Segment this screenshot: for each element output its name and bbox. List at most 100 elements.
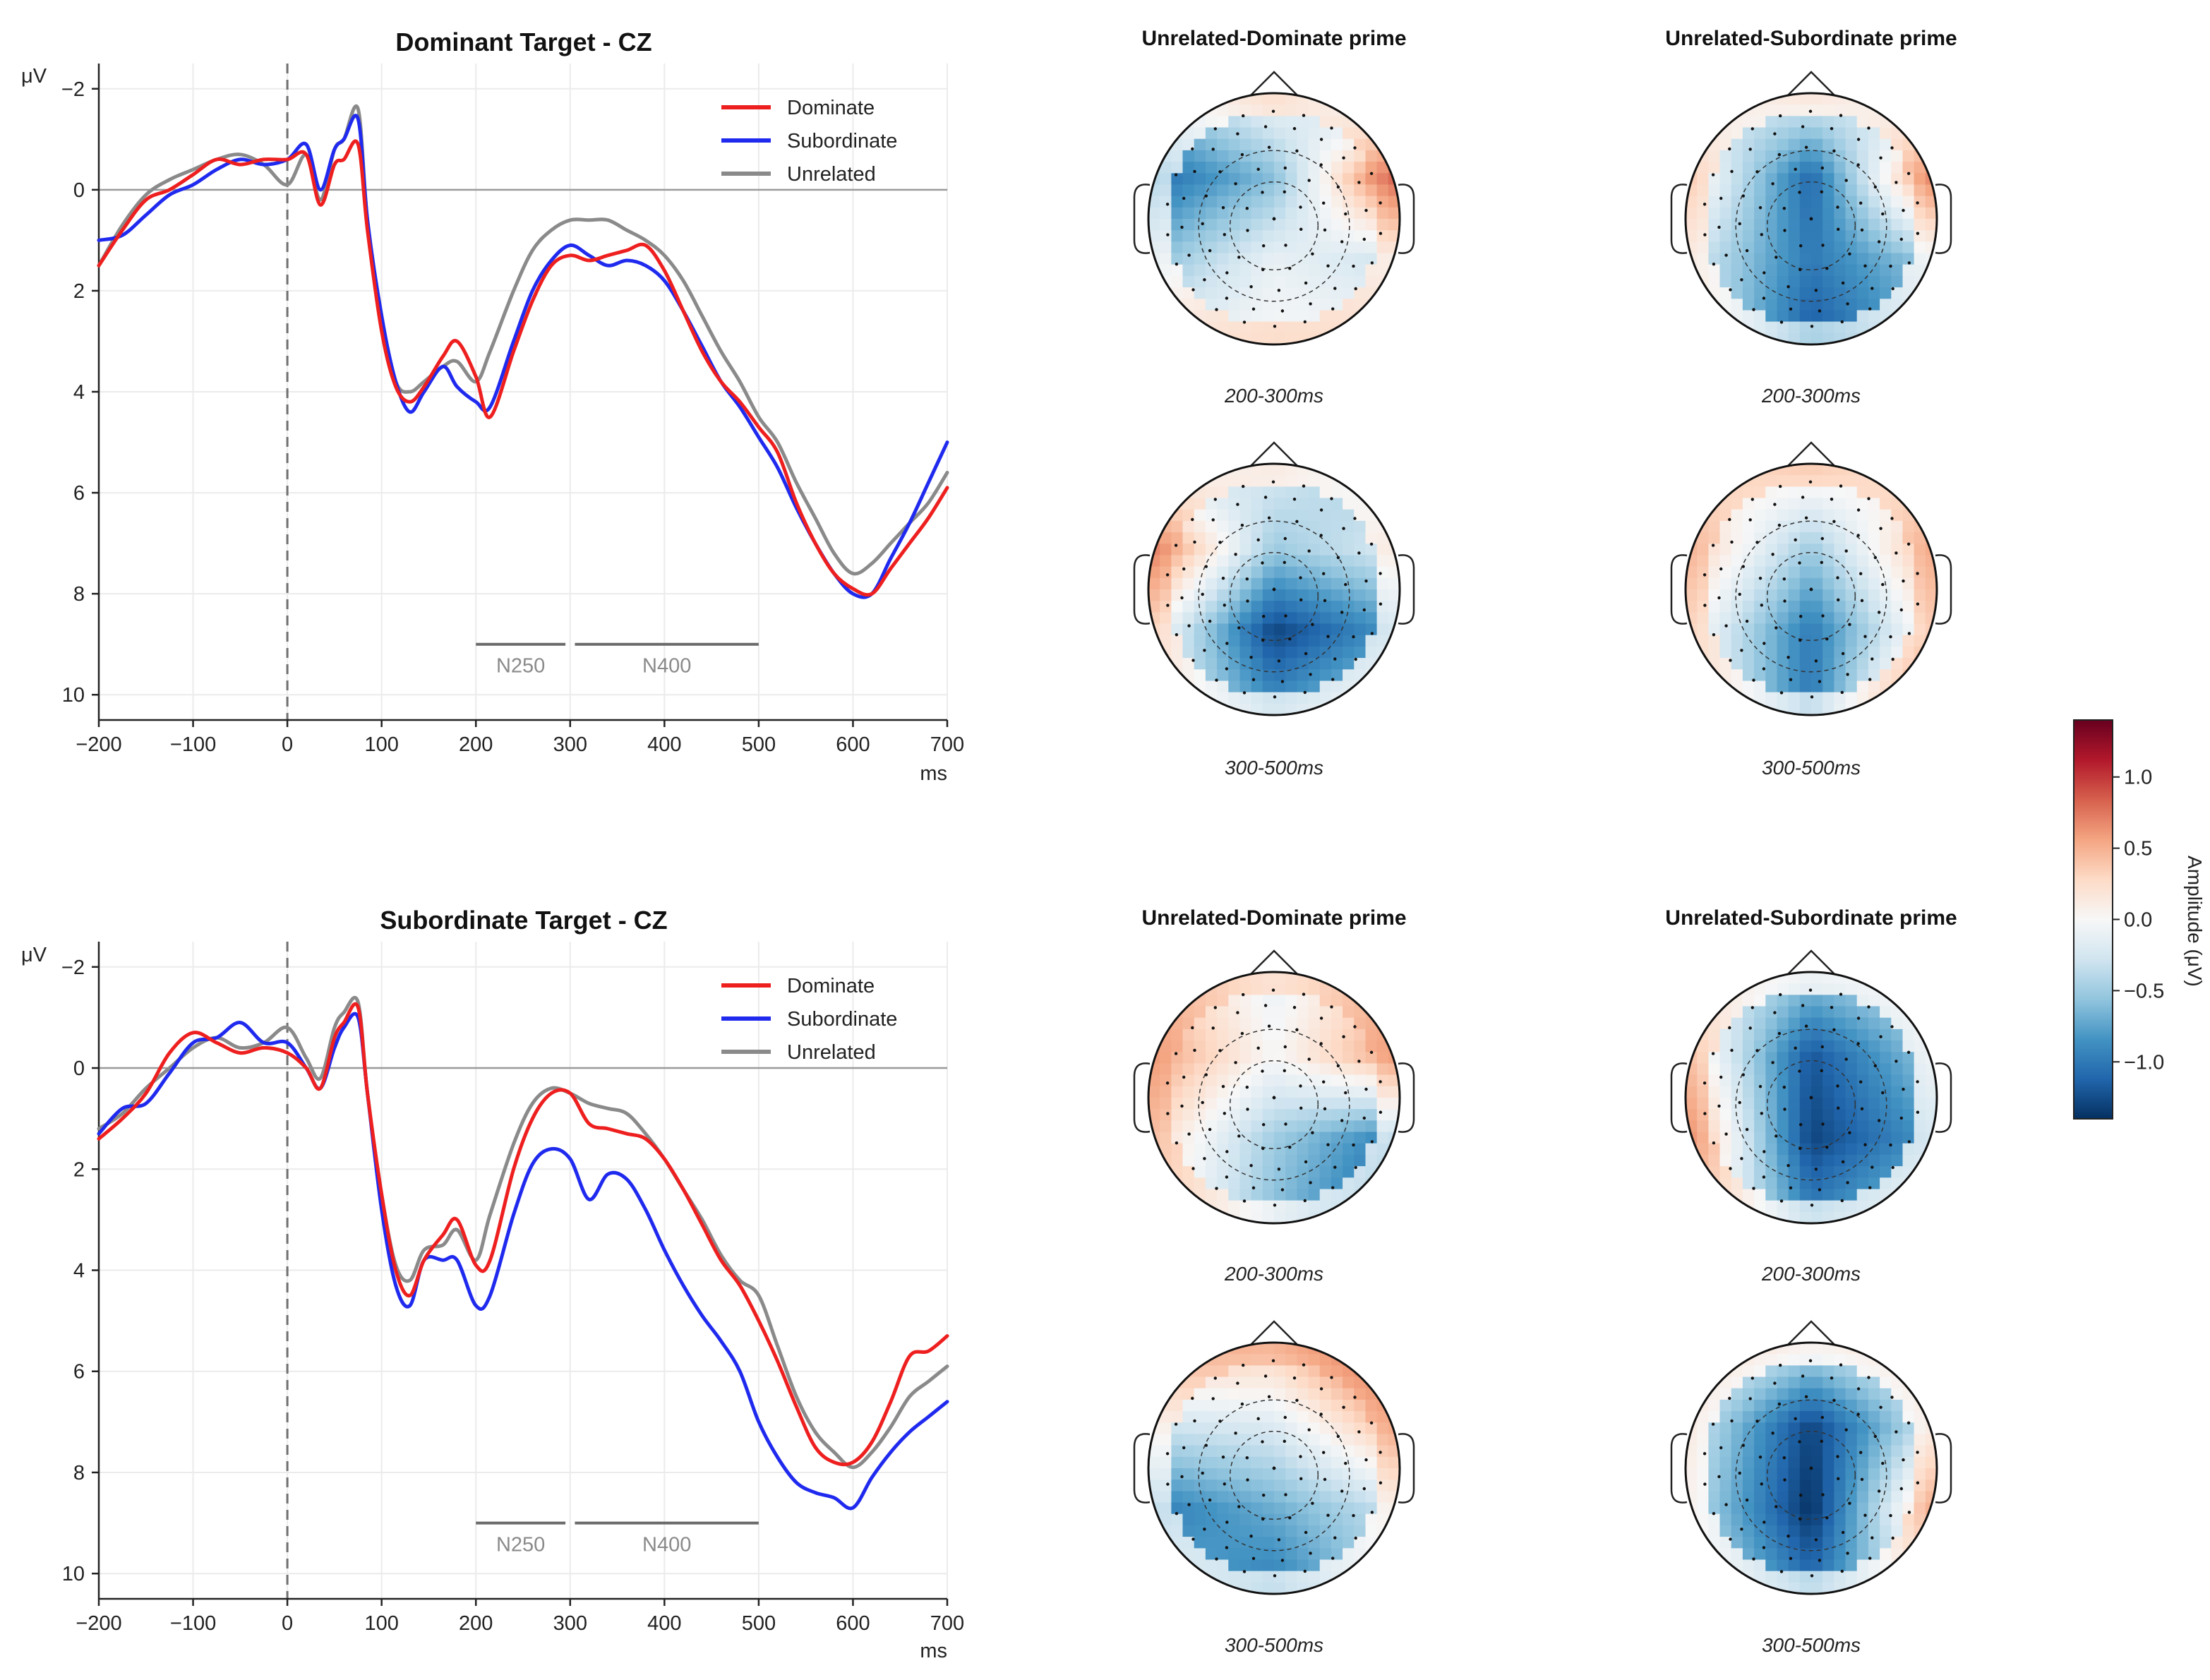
topomap-cell <box>1354 104 1367 117</box>
head-ear-left <box>1670 1433 1688 1504</box>
sensor-dot <box>1256 167 1260 171</box>
topomap-cell <box>1262 509 1275 522</box>
sensor-dot <box>1225 667 1229 671</box>
sensor-dot <box>1331 307 1335 311</box>
topomap-cell <box>1217 138 1230 151</box>
sensor-dot <box>1794 1417 1797 1421</box>
topomap-cell <box>1742 1063 1755 1076</box>
topomap-cell <box>1845 1525 1858 1537</box>
topomap-cell <box>1182 498 1195 510</box>
sensor-dot <box>1844 549 1848 553</box>
sensor-dot <box>1234 553 1237 556</box>
sensor-dot <box>1288 267 1292 270</box>
topomap-cell <box>1217 692 1230 704</box>
topomap-cell <box>1262 1399 1275 1412</box>
topomap-cell <box>1297 1143 1309 1156</box>
topomap-cell <box>1686 1211 1698 1223</box>
topomap-cell <box>1902 680 1915 693</box>
sensor-dot <box>1271 480 1275 484</box>
topomap-cell <box>1708 520 1721 533</box>
topomap-cell <box>1182 196 1195 208</box>
topomap-cell <box>1354 264 1367 277</box>
topomap-cell <box>1822 184 1835 197</box>
sensor-dot <box>1712 633 1716 637</box>
topomap-cell <box>1182 173 1195 186</box>
topomap-cell <box>1343 544 1355 556</box>
sensor-dot <box>1798 1069 1801 1073</box>
topomap-cell <box>1731 1399 1743 1412</box>
topomap-cell <box>1891 1040 1904 1053</box>
topomap-cell <box>1376 1177 1389 1190</box>
topomap-cell <box>1205 196 1218 208</box>
topomap-cell <box>1902 612 1915 625</box>
sensor-dot <box>1331 678 1335 681</box>
topomap-cell <box>1308 196 1321 208</box>
topomap-cell <box>1148 1098 1160 1110</box>
topomap-cell <box>1308 692 1321 704</box>
topomap-cell <box>1914 93 1926 105</box>
topomap-cell <box>1902 207 1915 220</box>
topomap-cell <box>1891 1052 1904 1064</box>
topomap-cell <box>1811 207 1823 220</box>
sensor-dot <box>1758 206 1762 210</box>
topomap-cell <box>1765 1571 1778 1583</box>
topomap-cell <box>1228 1445 1241 1458</box>
topomap-cell <box>1205 972 1218 984</box>
topomap-cell <box>1719 1491 1732 1504</box>
topomap-cell <box>1697 104 1710 117</box>
topomap-cell <box>1331 1445 1343 1458</box>
topomap-cell <box>1799 692 1812 704</box>
topomap-cell <box>1228 321 1241 334</box>
sensor-dot <box>1174 173 1178 176</box>
topomap-cell <box>1708 612 1721 625</box>
topomap-cell <box>1285 1109 1298 1122</box>
topomap-cell <box>1171 321 1184 334</box>
sensor-dot <box>1352 264 1355 268</box>
sensor-dot <box>1201 222 1204 226</box>
sensor-dot <box>1889 635 1892 639</box>
topomap-cell <box>1331 1365 1343 1378</box>
topomap-contour <box>1735 150 1887 302</box>
topomap-cell <box>1182 1376 1195 1389</box>
topomap-cell <box>1708 983 1721 996</box>
topomap-cell <box>1777 1028 1789 1041</box>
topomap-cell <box>1171 1343 1184 1355</box>
topomap-cell <box>1182 1502 1195 1515</box>
topomap-cell <box>1777 532 1789 545</box>
sensor-dot <box>1223 1482 1227 1486</box>
topomap-cell <box>1205 184 1218 197</box>
topomap-cell <box>1319 1376 1332 1389</box>
topomap-cell <box>1262 287 1275 300</box>
topomap-cell <box>1925 1028 1937 1041</box>
topomap-contour <box>1198 1399 1350 1552</box>
topomap-cell <box>1742 1411 1755 1424</box>
topomap-cell <box>1182 1456 1195 1469</box>
sensor-dot <box>1916 602 1920 606</box>
topomap-cell <box>1914 1200 1926 1213</box>
topomap-cell <box>1777 983 1789 996</box>
topomap-cell <box>1205 1468 1218 1480</box>
topomap-cell <box>1205 241 1218 254</box>
topomap-cell <box>1719 1502 1732 1515</box>
topomap-cell <box>1868 1040 1880 1053</box>
topomap-cell <box>1376 1040 1389 1053</box>
topomap-cell <box>1171 1189 1184 1201</box>
topomap-cell <box>1343 1006 1355 1019</box>
topomap-cell <box>1182 299 1195 311</box>
topomap-cell <box>1205 520 1218 533</box>
topomap-cell <box>1388 1399 1400 1412</box>
topomap-cell <box>1719 1445 1732 1458</box>
topomap-cell <box>1788 486 1801 499</box>
topomap-cell <box>1799 520 1812 533</box>
sensor-dot <box>1187 1503 1191 1506</box>
topomap-cell <box>1285 1040 1298 1053</box>
sensor-dot <box>1783 1478 1786 1482</box>
topomap-cell <box>1777 1445 1789 1458</box>
topomap-cell <box>1811 1445 1823 1458</box>
topomap-cell <box>1708 1571 1721 1583</box>
sensor-dot <box>1863 635 1867 638</box>
sensor-dot <box>1208 248 1212 253</box>
topomap-cell <box>1228 196 1241 208</box>
topomap-subordinate-dominate-prime-300-500ms <box>1133 1320 1415 1595</box>
topomap-cell <box>1182 253 1195 265</box>
